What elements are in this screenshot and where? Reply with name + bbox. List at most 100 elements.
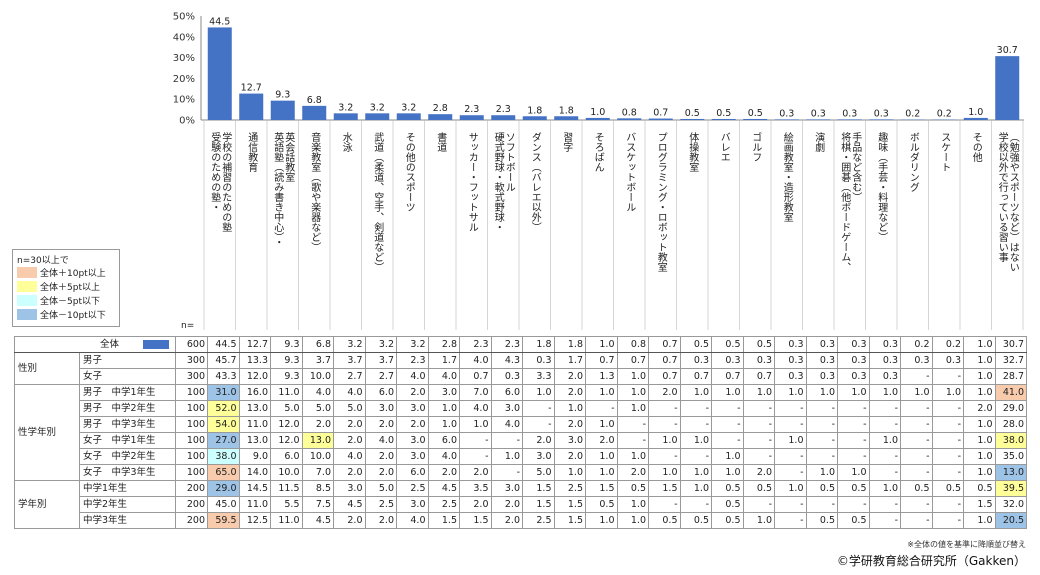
value-cell: 0.3 <box>522 352 555 369</box>
value-cell: - <box>711 416 744 433</box>
value-cell: 1.5 <box>459 512 492 529</box>
value-cell: 9.3 <box>270 352 303 369</box>
n-value: 100 <box>175 432 208 449</box>
value-cell: 0.5 <box>931 480 964 497</box>
value-cell: 1.0 <box>553 400 586 417</box>
value-cell: 3.7 <box>333 352 366 369</box>
value-cell: 3.0 <box>490 400 523 417</box>
value-cell: - <box>742 400 775 417</box>
value-cell: 0.7 <box>459 368 492 385</box>
value-cell: 1.0 <box>868 432 901 449</box>
value-cell: 59.5 <box>207 512 240 529</box>
value-cell: 35.0 <box>994 448 1027 465</box>
data-label: 1.8 <box>527 105 542 116</box>
value-cell: 28.7 <box>994 368 1027 385</box>
value-cell: 1.0 <box>963 336 996 353</box>
category-label: その他 <box>970 132 982 163</box>
table-row: 性別 男子 300 45.7 13.3 9.3 3.7 3.7 3.7 2.3 1.7 4.0 4.3 0… <box>14 352 1027 385</box>
value-cell: 0.7 <box>742 368 775 385</box>
bar <box>617 118 642 120</box>
value-cell: 10.0 <box>270 464 303 481</box>
value-cell: - <box>837 416 870 433</box>
n-value: 100 <box>175 464 208 481</box>
value-cell: 2.0 <box>333 464 366 481</box>
bar <box>270 100 295 120</box>
value-cell: 1.0 <box>711 384 744 401</box>
bar <box>554 116 579 120</box>
value-cell: 1.0 <box>585 336 618 353</box>
value-cell: 29.0 <box>207 480 240 497</box>
value-cell: 20.5 <box>994 512 1027 529</box>
value-cell: - <box>900 496 933 513</box>
table-row: 女子 中学2年生 100 38.0 9.0 6.0 10.0 4.0 2.0 3.0 4.0-1.… <box>15 448 1027 465</box>
value-cell: 5.0 <box>301 400 334 417</box>
value-cell: 1.0 <box>711 448 744 465</box>
value-cell: - <box>742 448 775 465</box>
value-cell: 0.5 <box>711 512 744 529</box>
data-label: 2.3 <box>496 104 511 115</box>
value-cell: 0.3 <box>868 336 901 353</box>
value-cell: - <box>868 416 901 433</box>
bar <box>774 119 799 120</box>
bar <box>806 119 831 120</box>
value-cell: 1.0 <box>679 384 712 401</box>
value-cell: 0.3 <box>774 352 807 369</box>
value-cell: 1.0 <box>963 464 996 481</box>
value-cell: 65.0 <box>207 464 240 481</box>
bar <box>585 117 610 120</box>
value-cell: 1.0 <box>774 432 807 449</box>
n-value: 300 <box>175 368 208 385</box>
value-cell: 3.7 <box>301 352 334 369</box>
value-cell: - <box>900 368 933 385</box>
y-tick-label: 40% <box>173 32 195 43</box>
value-cell: 4.0 <box>427 448 460 465</box>
data-label: 0.5 <box>685 108 700 119</box>
legend-label: 全体＋5pt以上 <box>40 283 100 293</box>
value-cell: - <box>837 448 870 465</box>
value-cell: 2.0 <box>490 496 523 513</box>
value-cell: 1.5 <box>963 496 996 513</box>
value-cell: 9.3 <box>270 336 303 353</box>
value-cell: 1.0 <box>648 432 681 449</box>
value-cell: - <box>868 512 901 529</box>
bar <box>428 114 453 120</box>
category-label: プログラミング・ロボット教室 <box>655 132 667 272</box>
value-cell: - <box>774 400 807 417</box>
value-cell: 0.7 <box>648 368 681 385</box>
value-cell: 13.3 <box>238 352 271 369</box>
n-value: 300 <box>175 352 208 369</box>
value-cell: 45.7 <box>207 352 240 369</box>
value-cell: 16.0 <box>238 384 271 401</box>
value-cell: - <box>900 448 933 465</box>
value-cell: - <box>774 464 807 481</box>
legend-label: 全体－10pt以下 <box>40 311 106 321</box>
value-cell: 1.0 <box>585 416 618 433</box>
value-cell: 14.5 <box>238 480 271 497</box>
value-cell: 44.5 <box>207 336 240 353</box>
data-label: 0.5 <box>716 108 731 119</box>
value-cell: - <box>931 496 964 513</box>
table-row: 女子 中学3年生 100 65.0 14.0 10.0 7.0 2.0 2.0 6.0 2.0 2.… <box>15 464 1027 481</box>
value-cell: 1.0 <box>774 480 807 497</box>
value-cell: 1.0 <box>963 416 996 433</box>
n-label: n= <box>181 321 195 331</box>
value-cell: - <box>837 432 870 449</box>
value-cell: 12.0 <box>270 416 303 433</box>
data-label: 2.3 <box>464 104 479 115</box>
bar <box>995 56 1020 120</box>
value-cell: 0.5 <box>585 496 618 513</box>
value-cell: 30.7 <box>994 336 1027 353</box>
n-value: 100 <box>175 400 208 417</box>
value-cell: 12.5 <box>238 512 271 529</box>
value-cell: 4.0 <box>333 384 366 401</box>
value-cell: 4.0 <box>396 368 429 385</box>
n-value: 200 <box>175 496 208 513</box>
category-label: バスケットボール <box>624 132 636 212</box>
value-cell: 2.3 <box>490 336 523 353</box>
row-label: 男子 <box>79 352 176 369</box>
value-cell: 0.7 <box>648 336 681 353</box>
legend-swatch <box>17 281 37 292</box>
value-cell: 0.5 <box>742 480 775 497</box>
value-cell: 2.0 <box>616 464 649 481</box>
value-cell: - <box>805 400 838 417</box>
